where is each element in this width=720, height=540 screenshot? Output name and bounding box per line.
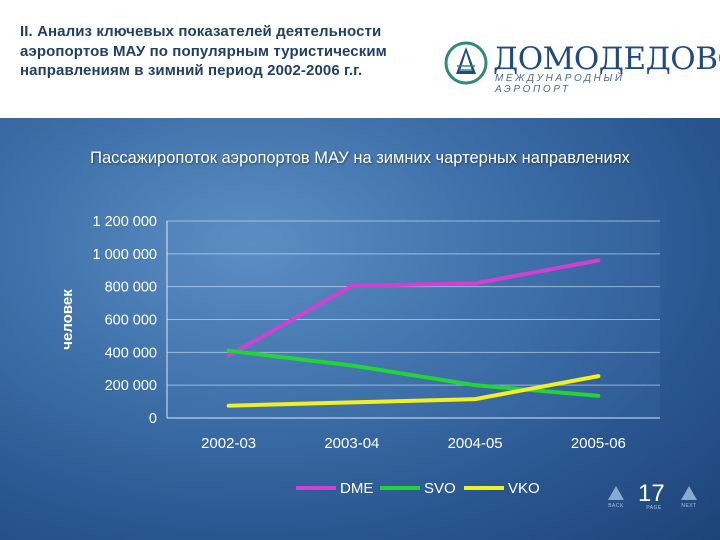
next-button[interactable]: NEXT xyxy=(679,486,699,510)
next-label: NEXT xyxy=(681,503,697,509)
legend-label-dme: DME xyxy=(340,480,373,497)
x-tick-label: 2003-04 xyxy=(324,435,379,452)
x-tick-label: 2004-05 xyxy=(448,435,503,452)
page-indicator: PAGE xyxy=(644,505,664,517)
legend-label-svo: SVO xyxy=(424,480,456,497)
y-axis-label: человек xyxy=(59,289,76,350)
page-label: PAGE xyxy=(646,505,662,511)
legend-label-vko: VKO xyxy=(508,480,540,497)
back-arrow-icon xyxy=(608,486,624,500)
logo-name: ДОМОДЕДОВО xyxy=(493,41,720,77)
y-tick-label: 0 xyxy=(149,411,157,427)
page-number: 17 xyxy=(638,480,665,507)
slide-heading: II. Анализ ключевых показателей деятельн… xyxy=(20,23,387,79)
y-tick-label: 200 000 xyxy=(105,378,157,394)
slide-header: II. Анализ ключевых показателей деятельн… xyxy=(0,0,720,118)
x-tick-label: 2005-06 xyxy=(571,435,626,452)
next-arrow-icon xyxy=(681,486,697,500)
logo-subtitle: МЕЖДУНАРОДНЫЙ АЭРОПОРТ xyxy=(495,73,625,95)
back-label: BACK xyxy=(608,503,624,509)
domodedovo-logo: ДОМОДЕДОВО МЕЖДУНАРОДНЫЙ АЭРОПОРТ xyxy=(443,40,720,95)
y-tick-label: 800 000 xyxy=(105,280,157,296)
back-button[interactable]: BACK xyxy=(606,486,626,510)
series-line-vko xyxy=(226,374,601,408)
x-tick-label: 2002-03 xyxy=(201,435,256,452)
chart-title: Пассажиропоток аэропортов МАУ на зимних … xyxy=(90,149,630,167)
y-tick-label: 1 200 000 xyxy=(92,214,157,230)
airport-emblem-icon xyxy=(444,41,488,85)
y-tick-label: 400 000 xyxy=(105,345,157,361)
series-line-dme xyxy=(226,258,601,358)
y-tick-label: 1 000 000 xyxy=(92,247,157,263)
slide-body-background xyxy=(0,118,720,540)
series-line-svo xyxy=(226,348,601,398)
y-tick-label: 600 000 xyxy=(105,313,157,329)
